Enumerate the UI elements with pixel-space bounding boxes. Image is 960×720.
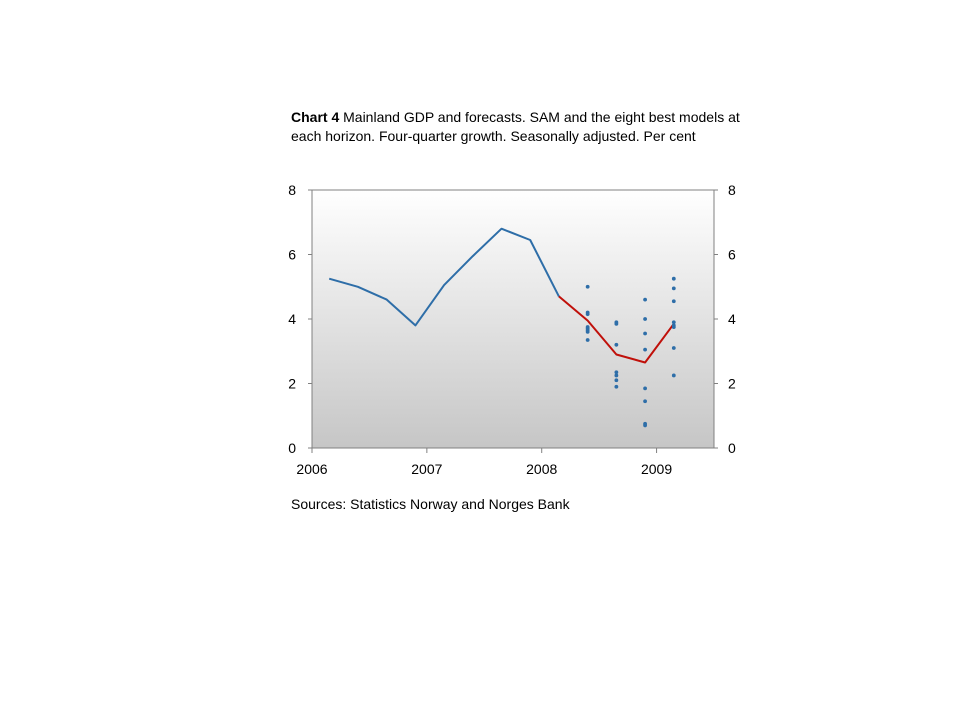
model-forecast-point [585,312,590,317]
y-tick-label-right: 2 [728,376,736,392]
y-tick-label-left: 2 [288,376,296,392]
model-forecast-point [671,320,676,325]
model-forecast-point [614,373,619,378]
y-tick-label-left: 6 [288,247,296,263]
sam-series-line [558,295,675,364]
model-forecast-point [643,347,647,352]
plot-area [311,189,715,449]
x-tick-label: 2008 [526,461,557,477]
model-forecast-point [643,386,647,391]
y-tick-label-left: 8 [288,182,296,198]
x-tick-label: 2007 [411,461,442,477]
gdp-series-line [328,227,560,327]
model-forecast-point [585,338,590,342]
model-forecast-point [614,378,619,383]
model-forecast-point [614,384,619,389]
chart-title-text: Mainland GDP and forecasts. SAM and the … [291,109,740,144]
chart-source: Sources: Statistics Norway and Norges Ba… [291,496,570,512]
model-forecast-point [671,325,676,329]
model-forecast-point [671,346,676,350]
chart-title: Chart 4 Mainland GDP and forecasts. SAM … [291,108,741,146]
model-forecast-point [585,330,590,334]
y-tick-label-left: 0 [288,440,296,456]
model-forecast-point [643,331,647,336]
y-tick-label-right: 6 [728,247,736,263]
model-forecast-point [643,297,647,302]
model-forecast-point [643,423,647,428]
model-forecast-point [643,317,647,321]
x-tick-label: 2006 [296,461,327,477]
model-forecast-point [585,284,590,289]
model-forecast-point [614,342,619,347]
y-tick-label-right: 4 [728,311,736,327]
model-forecast-point [671,299,676,304]
model-forecast-point [614,321,619,326]
model-forecast-point [614,370,619,375]
x-tick-label: 2009 [641,461,672,477]
chart-title-prefix: Chart 4 [291,109,340,125]
y-tick-label-left: 4 [288,311,296,327]
y-tick-label-right: 8 [728,182,736,198]
model-forecast-point [671,286,676,291]
y-tick-label-right: 0 [728,440,736,456]
model-forecast-point [671,276,676,281]
model-forecast-point [671,373,676,378]
model-forecast-point [643,399,647,404]
